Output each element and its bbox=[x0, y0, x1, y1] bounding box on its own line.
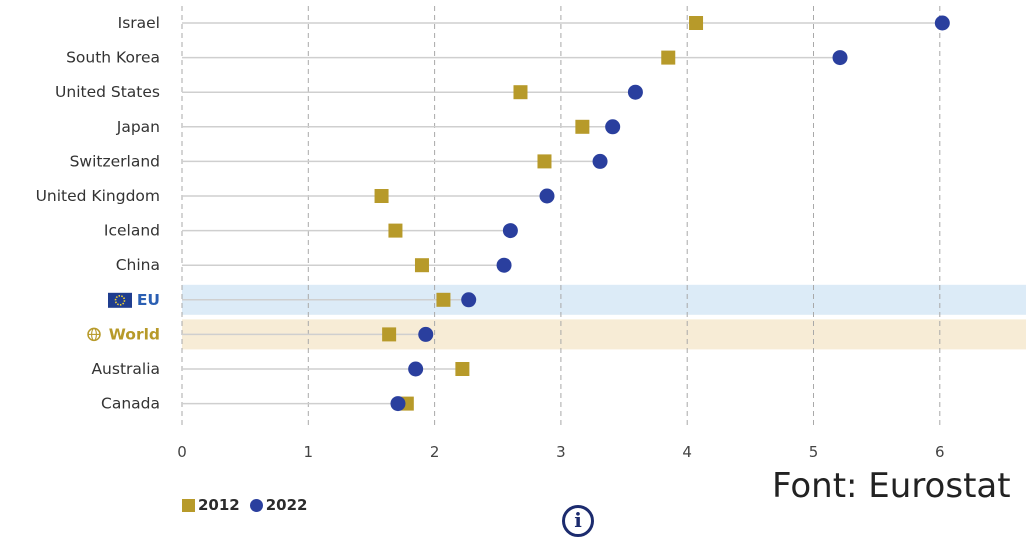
point-2012-israel bbox=[689, 16, 704, 30]
category-label-south-korea: South Korea bbox=[66, 49, 160, 67]
x-tick-label-1: 1 bbox=[304, 443, 314, 461]
category-label-united-states: United States bbox=[55, 83, 160, 101]
category-label-canada: Canada bbox=[101, 395, 160, 413]
legend-label-2022: 2022 bbox=[265, 496, 308, 514]
legend-square-icon bbox=[182, 498, 195, 512]
point-2012-south-korea bbox=[661, 50, 676, 65]
legend-label-2012: 2012 bbox=[198, 496, 240, 514]
category-label-switzerland: Switzerland bbox=[70, 152, 160, 170]
point-2012-eu bbox=[436, 292, 451, 307]
category-label-japan: Japan bbox=[116, 118, 160, 136]
info-icon[interactable]: i bbox=[562, 505, 594, 537]
x-tick-label-3: 3 bbox=[556, 443, 566, 461]
x-tick-label-6: 6 bbox=[935, 443, 945, 461]
point-2022-world bbox=[418, 326, 434, 342]
point-2012-united-kingdom bbox=[374, 189, 389, 203]
legend-item-2022: 2022 bbox=[249, 496, 308, 514]
x-tick-label-2: 2 bbox=[430, 443, 440, 461]
category-label-australia: Australia bbox=[91, 360, 160, 378]
point-2022-united-states bbox=[627, 84, 643, 100]
legend-circle-icon bbox=[249, 498, 263, 512]
point-2022-iceland bbox=[502, 223, 518, 239]
point-2022-switzerland bbox=[592, 153, 608, 169]
category-label-china: China bbox=[116, 256, 160, 274]
point-2022-china bbox=[496, 257, 512, 273]
point-2022-south-korea bbox=[832, 50, 848, 66]
legend-item-2012: 2012 bbox=[182, 496, 240, 514]
x-tick-label-4: 4 bbox=[682, 443, 692, 461]
point-2012-australia bbox=[455, 362, 470, 376]
category-label-iceland: Iceland bbox=[104, 222, 160, 240]
point-2022-united-kingdom bbox=[539, 188, 555, 204]
category-label-united-kingdom: United Kingdom bbox=[36, 187, 160, 205]
point-2012-switzerland bbox=[537, 154, 552, 169]
eu-flag-stars bbox=[114, 294, 126, 306]
point-2012-iceland bbox=[388, 223, 403, 238]
point-2022-japan bbox=[605, 119, 621, 135]
point-2012-world bbox=[382, 327, 397, 342]
category-label-israel: Israel bbox=[118, 14, 160, 32]
category-label-eu: EU bbox=[137, 291, 160, 309]
eu-flag-icon bbox=[108, 292, 132, 308]
category-label-world: World bbox=[109, 325, 160, 343]
point-2022-israel bbox=[934, 15, 950, 31]
x-tick-label-5: 5 bbox=[809, 443, 819, 461]
point-2012-united-states bbox=[513, 85, 528, 100]
legend: 2012 2022 bbox=[182, 496, 308, 514]
point-2012-japan bbox=[575, 119, 590, 134]
point-2022-canada bbox=[390, 396, 406, 412]
point-2022-australia bbox=[408, 361, 424, 377]
source-note: Font: Eurostat bbox=[772, 466, 1011, 506]
point-2022-eu bbox=[461, 292, 477, 308]
x-tick-label-0: 0 bbox=[177, 443, 187, 461]
point-2012-china bbox=[414, 258, 429, 273]
